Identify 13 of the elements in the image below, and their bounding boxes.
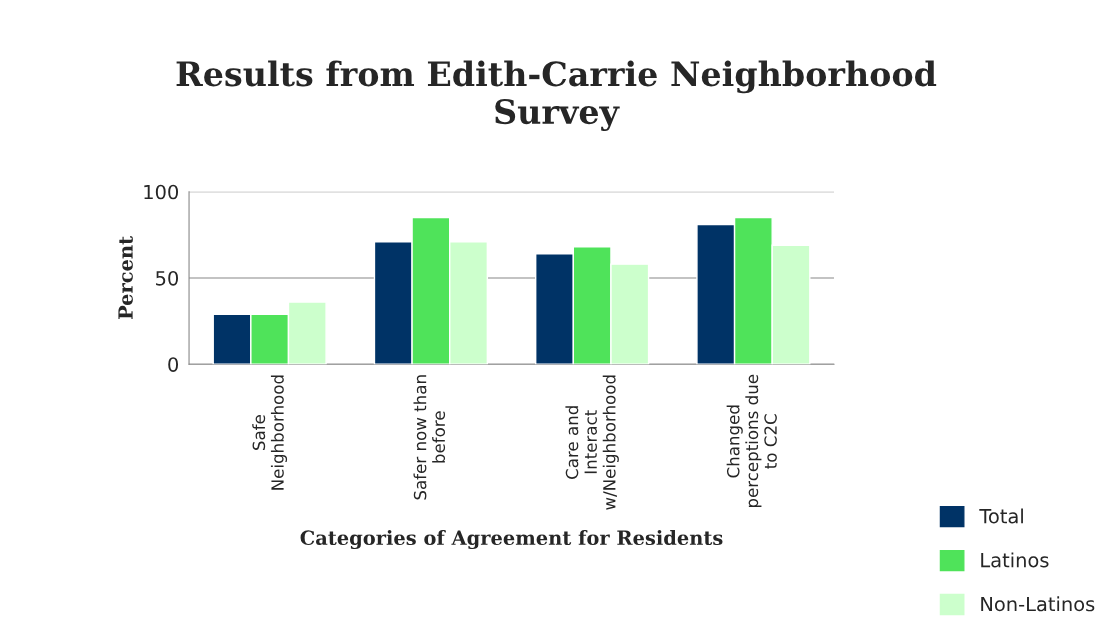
legend-label: Non-Latinos	[981, 596, 1095, 612]
x-tick-label: Changed perceptions due to C2C	[726, 374, 777, 508]
y-tick-label: 50	[156, 270, 179, 286]
x-tick-label: Safe Neighborhood	[252, 375, 288, 490]
x-tick-label: Care and Interact w/Neighborhood	[565, 375, 619, 510]
legend-label: Total	[979, 508, 1023, 524]
y-tick-label: 100	[144, 184, 179, 200]
legend-label: Latinos	[981, 552, 1049, 568]
y-tick-label: 0	[168, 357, 179, 372]
y-axis-title: Percent	[118, 236, 133, 320]
chart-title: Results from Edith-Carrie Neighborhood Survey	[176, 60, 937, 132]
x-axis-title: Categories of Agreement for Residents	[300, 530, 723, 550]
x-tick-label: Safer now than before	[413, 375, 446, 500]
